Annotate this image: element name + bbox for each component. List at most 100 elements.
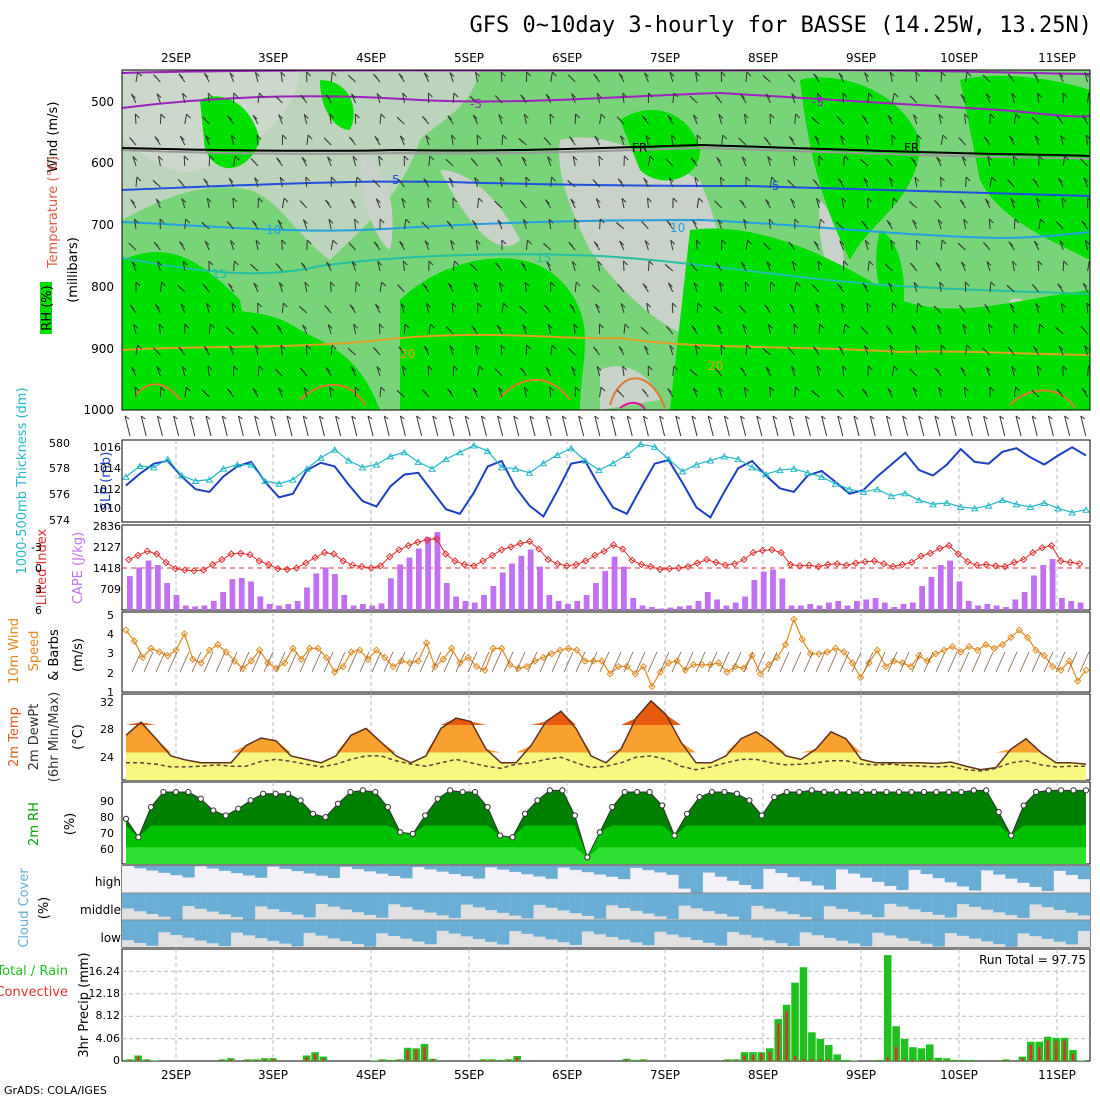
wind-barb-flag [513, 415, 519, 420]
wind-barb-flag [426, 302, 431, 308]
wind-barb [476, 134, 479, 146]
wind-speed-point [840, 648, 848, 656]
wind-barb [888, 282, 893, 293]
wind-barb-flag [131, 261, 137, 267]
precip-conv-bar [499, 1060, 502, 1061]
wind-barb-flag [811, 116, 817, 122]
wind-barb-flag [282, 134, 287, 140]
wind-barb-flag [620, 303, 626, 308]
precip-conv-bar [1063, 1040, 1066, 1061]
wind-barb-flag [813, 240, 819, 246]
cape-bar [1012, 599, 1019, 610]
surface-barb [551, 651, 562, 673]
wind-barb-flag [153, 347, 158, 353]
li-point [479, 557, 487, 565]
cloud-block [243, 893, 256, 920]
surface-barb [299, 651, 310, 673]
wind-barb-flag [376, 93, 382, 98]
cloud-block [702, 866, 715, 873]
cloud-block [569, 893, 582, 914]
cloud-block [654, 893, 667, 917]
wind-barb-flag [933, 305, 939, 311]
wind-barb-flag [548, 218, 554, 224]
thickness-point [330, 446, 339, 453]
wind-speed-point [1082, 666, 1090, 674]
wind-speed-point [598, 657, 606, 665]
top-date-3: 5SEP [454, 51, 484, 65]
wind-barb-flag [1015, 415, 1021, 420]
wind-barb-flag [449, 345, 455, 350]
wind-barb-flag [840, 302, 846, 308]
wind-barb [206, 198, 210, 209]
li-point [591, 551, 599, 560]
wind-barb-flag [574, 218, 580, 224]
surface-barb [179, 651, 190, 673]
wind-barb [939, 282, 942, 293]
temp2m-unit: (°C) [71, 724, 86, 750]
wind-barb-flag [719, 281, 724, 287]
cloud-block [1077, 893, 1091, 916]
cloud-block [424, 866, 437, 870]
wind-barb-flag [718, 114, 724, 119]
wind-barb [961, 156, 967, 167]
thickness-point [956, 503, 965, 510]
surface-barb [611, 651, 622, 673]
wind-barb [1013, 218, 1016, 230]
top-date-1: 3SEP [258, 51, 288, 65]
cloud-block [291, 893, 304, 915]
wind-barb-flag [551, 344, 557, 350]
wind-barb [354, 219, 357, 230]
wind-barb [1084, 345, 1089, 356]
wind-barb-flag [232, 197, 238, 203]
wind-barb-flag [864, 72, 869, 77]
wind-barb [891, 134, 893, 146]
wind-barb-flag [277, 219, 283, 225]
wind-barb-flag [496, 157, 501, 162]
li-point [330, 550, 338, 558]
cloud-block [860, 866, 873, 878]
wind-speed-point [606, 670, 614, 678]
wind-barb-flag [306, 344, 311, 350]
wind-speed-point [339, 662, 347, 671]
cloud-block [230, 893, 244, 918]
cloud-block [351, 920, 365, 944]
wind-barb-flag [836, 221, 841, 227]
wind-barb [768, 219, 771, 230]
thickness-point [984, 502, 993, 509]
wind-barb-flag [740, 415, 745, 420]
li-point [348, 561, 357, 569]
wind-barb-flag [765, 198, 770, 204]
cloud-block [509, 920, 522, 932]
wind-barb-flag [1060, 134, 1065, 140]
wind-barb-flag [811, 390, 817, 395]
cloud-block [787, 920, 800, 946]
wind-barb-flag [814, 135, 820, 141]
precip-conv-bar [490, 1059, 494, 1061]
wind-barb-flag [640, 326, 646, 332]
wind-barb-flag [136, 176, 142, 182]
wind-barb [499, 177, 503, 188]
wind-barb-flag [375, 198, 381, 204]
wind-barb-flag [275, 263, 281, 268]
wind-barb [473, 282, 479, 293]
li-point [721, 561, 730, 569]
cloud-level-labels: high middle low [80, 875, 121, 945]
wind-speed-point [372, 646, 381, 654]
thickness-point [469, 441, 478, 449]
wind-barb-flag [330, 281, 335, 287]
surface-barb [251, 651, 262, 673]
wind-barb-flag [886, 415, 891, 420]
surface-barb [791, 651, 802, 673]
cape-bar [257, 596, 264, 610]
wind-barb [378, 323, 381, 335]
surface-barb [839, 651, 850, 673]
wind-barb-flag [156, 93, 162, 98]
wind-barb-flag [446, 220, 452, 226]
wind-barb-flag [983, 415, 988, 420]
cloud-block [315, 920, 328, 936]
wind-barb-flag [421, 221, 427, 227]
li-point [516, 539, 524, 548]
wind-barb-flag [397, 178, 403, 184]
wind-barb-flag [767, 323, 773, 329]
wind-speed-point [856, 673, 865, 682]
